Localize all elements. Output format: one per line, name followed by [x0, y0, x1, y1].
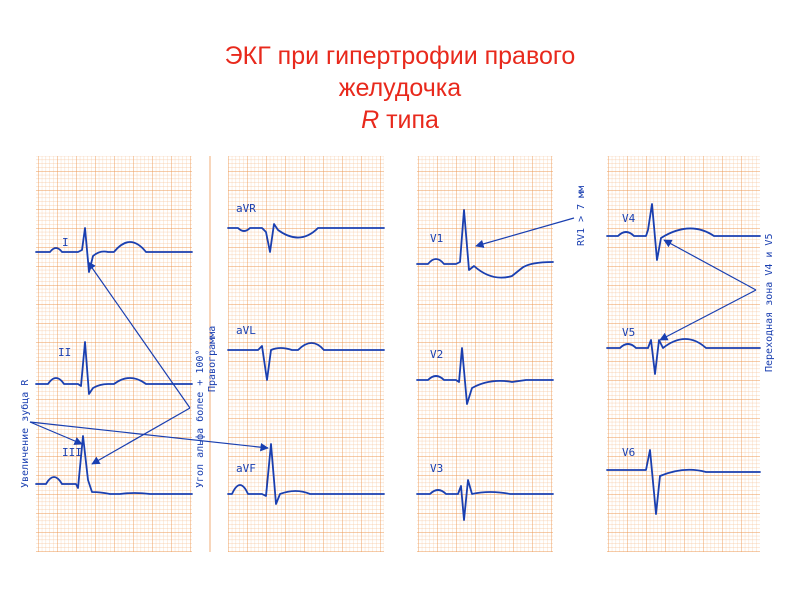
annotation-rv1: RV1 > 7 мм [576, 186, 587, 246]
title-line-1: ЭКГ при гипертрофии правого [224, 42, 576, 70]
trace-v6 [606, 449, 761, 515]
label-v6: V6 [622, 446, 635, 459]
trace-lead-i [35, 227, 193, 273]
trace-lead-ii [35, 341, 193, 395]
title-line-2: желудочка [338, 74, 462, 102]
grid-panel-augmented [228, 156, 384, 552]
arrow-to-lead-iii-from-axis [91, 407, 191, 465]
trace-avr [227, 223, 385, 253]
arrow-to-v5 [659, 289, 757, 341]
trace-v4 [606, 203, 761, 261]
title-line-3: R типа [0, 104, 800, 136]
title-r-letter: R [361, 106, 380, 134]
label-v4: V4 [622, 212, 636, 225]
arrow-to-avf [29, 421, 269, 452]
trace-v2 [416, 347, 554, 405]
annotation-transition-zone: Переходная зона V4 и V5 [764, 234, 775, 372]
trace-v5 [606, 338, 761, 375]
grid-panel-limb [36, 156, 192, 552]
trace-avf [227, 443, 385, 505]
arrow-to-lead-iii [29, 421, 83, 445]
annotation-axis-angle: Угол альфа более + 100° [194, 350, 206, 488]
trace-avl [227, 342, 385, 381]
label-lead-iii: III [62, 446, 82, 459]
trace-v1 [416, 209, 554, 279]
label-v5: V5 [622, 326, 635, 339]
annotation-r-increase: Увеличение зубца R [19, 379, 31, 488]
title-type-word: типа [379, 106, 439, 134]
label-v2: V2 [430, 348, 443, 361]
trace-lead-iii [35, 435, 193, 495]
label-lead-i: I [62, 236, 69, 249]
label-avl: aVL [236, 324, 256, 337]
trace-v3 [416, 479, 554, 521]
arrow-to-v1 [475, 217, 575, 248]
label-avr: aVR [236, 202, 256, 215]
label-v1: V1 [430, 232, 443, 245]
annotation-right-axis: Правограмма [207, 326, 218, 392]
label-lead-ii: II [58, 346, 71, 359]
label-v3: V3 [430, 462, 443, 475]
arrow-to-lead-i [87, 261, 191, 409]
grid-panel-v4-v6 [607, 156, 760, 552]
arrow-to-v4 [663, 239, 757, 291]
grid-panel-v1-v3 [417, 156, 553, 552]
label-avf: aVF [236, 462, 256, 475]
